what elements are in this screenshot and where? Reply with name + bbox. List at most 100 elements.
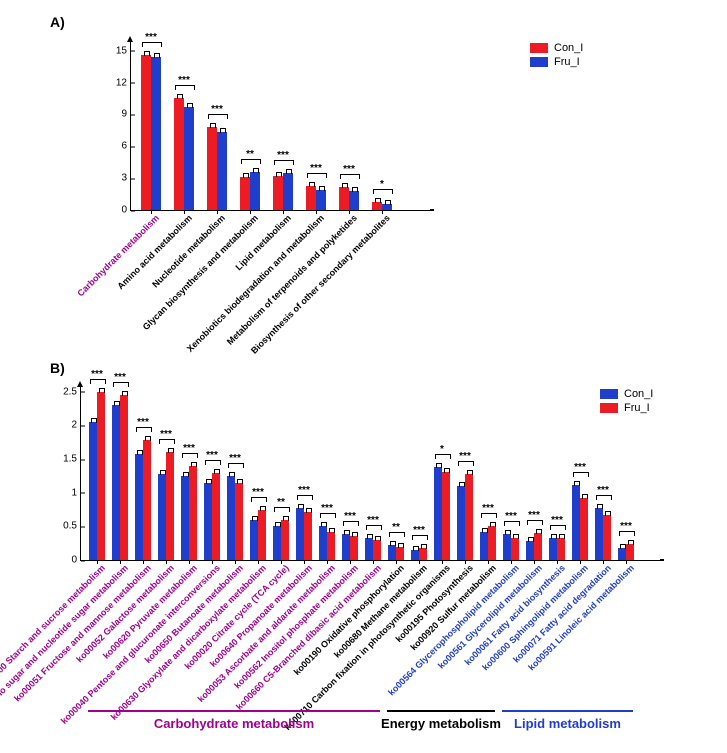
bar-pair xyxy=(526,533,542,560)
sig-text: *** xyxy=(206,450,218,461)
sig-text: ** xyxy=(392,522,400,533)
bar-pair xyxy=(595,508,611,561)
bar xyxy=(304,512,312,560)
bar xyxy=(189,466,197,560)
legend-text: Con_I xyxy=(624,388,653,400)
y-tick: 0.5 xyxy=(63,521,81,532)
legend-swatch xyxy=(530,57,548,67)
error-cap xyxy=(628,540,634,545)
bar xyxy=(549,538,557,560)
bar xyxy=(480,532,488,560)
legend-b: Con_I Fru_I xyxy=(600,388,653,416)
bar xyxy=(327,532,335,560)
bar-pair xyxy=(112,395,128,560)
error-cap xyxy=(490,522,496,527)
bar xyxy=(350,536,358,560)
error-cap xyxy=(168,448,174,453)
error-cap xyxy=(191,462,197,467)
bar xyxy=(534,533,542,560)
bar-pair xyxy=(158,452,174,560)
error-cap xyxy=(298,504,304,509)
group-label: Lipid metabolism xyxy=(514,716,621,731)
bar-pair xyxy=(388,545,404,560)
bar-pair xyxy=(365,538,381,560)
bar xyxy=(120,395,128,560)
y-tick: 1 xyxy=(71,487,81,498)
bar xyxy=(273,526,281,560)
group-line xyxy=(502,710,633,712)
sig-text: *** xyxy=(114,372,126,383)
bar xyxy=(250,520,258,560)
bar xyxy=(89,422,97,560)
sig-text: *** xyxy=(620,521,632,532)
bar xyxy=(112,405,120,560)
bar xyxy=(396,547,404,560)
bar xyxy=(557,538,565,560)
bar xyxy=(388,545,396,560)
y-tick: 2.5 xyxy=(63,386,81,397)
error-cap xyxy=(214,469,220,474)
group-line xyxy=(387,710,495,712)
axis-arrow xyxy=(77,381,83,387)
sig-text: *** xyxy=(137,417,149,428)
error-cap xyxy=(321,522,327,527)
error-cap xyxy=(467,470,473,475)
sig-text: *** xyxy=(597,485,609,496)
bar xyxy=(281,520,289,560)
error-cap xyxy=(260,506,266,511)
bar xyxy=(618,548,626,560)
error-cap xyxy=(229,472,235,477)
bar-pair xyxy=(135,440,151,560)
sig-text: *** xyxy=(367,515,379,526)
bar-pair xyxy=(181,466,197,560)
bar xyxy=(434,467,442,560)
bar xyxy=(235,483,243,560)
bar xyxy=(373,540,381,560)
bar xyxy=(158,474,166,560)
error-cap xyxy=(99,388,105,393)
error-cap xyxy=(390,541,396,546)
error-cap xyxy=(329,528,335,533)
sig-text: * xyxy=(440,444,444,455)
bar-pair xyxy=(434,467,450,560)
sig-text: *** xyxy=(551,515,563,526)
bar-pair xyxy=(296,508,312,561)
error-cap xyxy=(559,534,565,539)
bar xyxy=(166,452,174,560)
bar xyxy=(457,486,465,560)
sig-text: *** xyxy=(298,485,310,496)
sig-text: *** xyxy=(344,511,356,522)
bar xyxy=(135,454,143,560)
error-cap xyxy=(352,532,358,537)
sig-text: *** xyxy=(160,429,172,440)
bar xyxy=(212,473,220,561)
legend-a: Con_IFru_I xyxy=(530,42,583,70)
bar xyxy=(143,440,151,560)
bar xyxy=(419,548,427,560)
legend-swatch xyxy=(600,403,618,413)
legend-swatch xyxy=(530,43,548,53)
bar-pair xyxy=(618,544,634,560)
bar-pair xyxy=(227,476,243,560)
bar xyxy=(411,550,419,560)
sig-text: *** xyxy=(574,462,586,473)
error-cap xyxy=(344,530,350,535)
legend-item: Fru_I xyxy=(530,56,583,68)
error-cap xyxy=(597,504,603,509)
bar xyxy=(342,534,350,560)
error-cap xyxy=(436,463,442,468)
legend-item: Fru_I xyxy=(600,402,653,414)
bar xyxy=(204,483,212,560)
chartB-plot: 00.511.522.5***ko00500 Starch and sucros… xyxy=(80,385,661,561)
error-cap xyxy=(122,391,128,396)
error-cap xyxy=(513,534,519,539)
legend-text: Fru_I xyxy=(624,402,650,414)
bar xyxy=(595,508,603,561)
sig-text: *** xyxy=(413,525,425,536)
axis-cap xyxy=(660,559,664,561)
bar-pair xyxy=(250,510,266,560)
error-cap xyxy=(375,536,381,541)
sig-text: *** xyxy=(252,487,264,498)
sig-text: *** xyxy=(528,510,540,521)
y-tick: 2 xyxy=(71,420,81,431)
